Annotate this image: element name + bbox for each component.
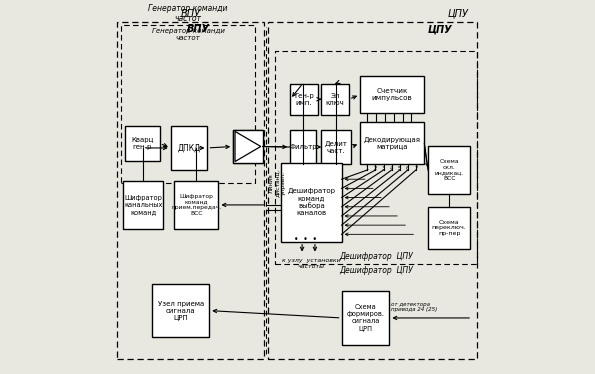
Bar bbox=[290, 84, 318, 115]
Text: Шифратор
канальных
команд: Шифратор канальных команд bbox=[124, 195, 162, 215]
Bar bbox=[321, 129, 351, 165]
Bar bbox=[281, 163, 342, 242]
Bar bbox=[268, 22, 477, 359]
Text: ДПКД: ДПКД bbox=[177, 144, 201, 153]
Bar bbox=[174, 181, 218, 229]
Text: Линия
дистанц.
управл.: Линия дистанц. управл. bbox=[269, 169, 286, 197]
Bar bbox=[360, 122, 424, 165]
Bar bbox=[428, 207, 470, 249]
Text: 5: 5 bbox=[398, 166, 402, 171]
Text: Кварц
ген-р: Кварц ген-р bbox=[131, 137, 154, 150]
Text: Эл
ключ: Эл ключ bbox=[326, 93, 345, 106]
Bar bbox=[233, 129, 262, 163]
Text: 4: 4 bbox=[390, 166, 393, 171]
Text: Фильтр: Фильтр bbox=[289, 144, 317, 150]
Text: Дешифратор  ЦПУ: Дешифратор ЦПУ bbox=[339, 252, 413, 261]
Text: Декодирующая
матрица: Декодирующая матрица bbox=[364, 137, 421, 150]
Bar bbox=[171, 126, 208, 170]
Text: 1: 1 bbox=[366, 166, 369, 171]
Text: Делит
част.: Делит част. bbox=[325, 141, 347, 154]
Text: Генератор команди
частот: Генератор команди частот bbox=[152, 28, 224, 41]
Bar bbox=[275, 50, 477, 264]
Text: 3: 3 bbox=[382, 166, 385, 171]
Text: Дешифратор  ЦПУ: Дешифратор ЦПУ bbox=[339, 266, 413, 275]
Text: Схема
скл.
индикац.
ВСС: Схема скл. индикац. ВСС bbox=[434, 159, 464, 181]
Text: ЦПУ: ЦПУ bbox=[428, 24, 452, 34]
Text: Генератор команди
частот: Генератор команди частот bbox=[148, 4, 228, 23]
Text: к узлу  установки
частоты: к узлу установки частоты bbox=[282, 258, 341, 269]
Text: Ген-р
имп.: Ген-р имп. bbox=[294, 93, 314, 106]
Bar bbox=[290, 129, 316, 165]
Text: ЦПУ: ЦПУ bbox=[448, 9, 469, 19]
Bar bbox=[428, 146, 470, 194]
Text: Дешифратор
команд
выбора
каналов: Дешифратор команд выбора каналов bbox=[287, 188, 336, 216]
Text: ВПУ: ВПУ bbox=[181, 9, 201, 19]
Text: от детектора
привода 24 (25): от детектора привода 24 (25) bbox=[392, 301, 437, 312]
Bar bbox=[123, 181, 164, 229]
Bar bbox=[125, 126, 159, 161]
Text: 6: 6 bbox=[406, 166, 409, 171]
Bar bbox=[360, 76, 424, 113]
Text: Шифратор
команд
прием.передач.
ВСС: Шифратор команд прием.передач. ВСС bbox=[171, 194, 221, 216]
Text: Схема
формиров.
сигнала
ЦРП: Схема формиров. сигнала ЦРП bbox=[346, 304, 384, 331]
Text: Схема
переключ.
пр-пер: Схема переключ. пр-пер bbox=[432, 220, 466, 236]
Text: Узел приема
сигнала
ЦРП: Узел приема сигнала ЦРП bbox=[158, 301, 204, 321]
Text: •  •  •: • • • bbox=[295, 234, 317, 243]
Text: ВПУ: ВПУ bbox=[187, 24, 210, 34]
Bar bbox=[152, 284, 209, 337]
Bar bbox=[321, 84, 349, 115]
Bar bbox=[342, 291, 389, 344]
Text: 2: 2 bbox=[374, 166, 377, 171]
Text: 7: 7 bbox=[414, 166, 418, 171]
Bar bbox=[233, 129, 262, 163]
Bar bbox=[121, 25, 255, 183]
Text: Счетчик
импульсов: Счетчик импульсов bbox=[372, 88, 412, 101]
Bar bbox=[117, 22, 264, 359]
